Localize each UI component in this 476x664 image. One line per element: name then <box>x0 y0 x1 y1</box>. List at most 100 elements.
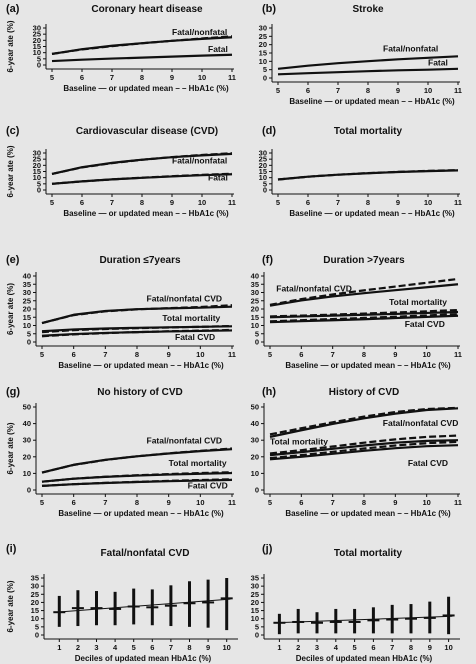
panel-a-xtick-label: 6 <box>80 73 84 82</box>
panel-f-ytick-label: 35 <box>251 280 259 289</box>
panel-a-xlabel: Baseline — or updated mean – – HbA1c (%) <box>63 84 229 93</box>
panel-h-ytick-label: 30 <box>251 436 259 445</box>
series-annotation: Fatal <box>208 44 228 54</box>
panel-i-xtick-label: 5 <box>132 643 136 652</box>
panel-e-ytick-label: 30 <box>23 288 31 297</box>
series-line <box>269 407 459 438</box>
panel-b-ytick-label: 5 <box>263 65 267 74</box>
panel-a-ytick-label: 20 <box>33 36 41 45</box>
panel-g-xtick-label: 8 <box>135 498 139 507</box>
panel-d-xtick-label: 5 <box>276 198 280 207</box>
panel-b-xtick-label: 5 <box>276 86 280 95</box>
panel-e-xtick-label: 9 <box>167 350 171 359</box>
panel-e-xlabel: Baseline — or updated mean – – HbA1c (%) <box>58 361 224 370</box>
panel-d-title: Total mortality <box>334 126 403 137</box>
panel-d-ytick-label: 25 <box>259 155 267 164</box>
panel-c-label: (c) <box>6 125 20 137</box>
panel-i-ytick-label: 5 <box>35 622 39 631</box>
panel-g-ytick-label: 20 <box>23 452 31 461</box>
panel-a-title: Coronary heart disease <box>91 4 203 15</box>
panel-j-ytick-label: 25 <box>251 590 259 599</box>
series-line-dashed <box>269 406 459 436</box>
panel-e-xtick-label: 10 <box>196 350 204 359</box>
panel-i-label: (i) <box>6 543 17 555</box>
panel-e-ylabel: 6-year ate (%) <box>6 283 15 335</box>
panel-i-xtick-label: 7 <box>169 643 173 652</box>
panel-j-ytick-label: 35 <box>251 574 259 583</box>
panel-d-ytick-label: 30 <box>259 149 267 158</box>
panel-j-xtick-label: 10 <box>444 643 452 652</box>
series-line-dashed <box>269 313 459 323</box>
panel-d-ytick-label: 20 <box>259 161 267 170</box>
panel-i-xtick-label: 8 <box>187 643 191 652</box>
panel-h-xtick-label: 6 <box>299 498 303 507</box>
panel-j-xlabel: Deciles of updated mean HbA1c (%) <box>296 654 433 663</box>
panel-j-title: Total mortality <box>334 548 403 559</box>
panel-a-xtick-label: 5 <box>50 73 54 82</box>
panel-d-xtick-label: 11 <box>454 198 462 207</box>
panel-c-ytick-label: 0 <box>37 186 41 195</box>
panel-h-ytick-label: 0 <box>255 486 259 495</box>
panel-d-label: (d) <box>262 125 276 137</box>
panel-g-ylabel: 6-year ate (%) <box>6 422 15 474</box>
panel-a-ytick-label: 10 <box>33 48 41 57</box>
series-annotation: Fatal <box>208 172 228 182</box>
panel-b-ytick-label: 15 <box>259 49 267 58</box>
panel-d-xtick-label: 6 <box>306 198 310 207</box>
panel-e-ytick-label: 15 <box>23 313 31 322</box>
series-line <box>269 283 459 307</box>
series-line-dashed <box>41 304 233 325</box>
panel-d-xlabel: Baseline — or updated mean – – HbA1c (%) <box>289 209 455 218</box>
panel-c-ytick-label: 15 <box>33 167 41 176</box>
series-annotation: Total mortality <box>270 436 328 446</box>
panel-a-ytick-label: 15 <box>33 42 41 51</box>
panel-j-ytick-label: 5 <box>255 622 259 631</box>
panel-i-ytick-label: 30 <box>31 582 39 591</box>
panel-g-ytick-label: 30 <box>23 436 31 445</box>
panel-c-xtick-label: 7 <box>110 198 114 207</box>
panel-g-label: (g) <box>6 386 20 398</box>
panel-j-ytick-label: 10 <box>251 614 259 623</box>
panel-i-xtick-label: 3 <box>94 643 98 652</box>
panel-h-ytick-label: 40 <box>251 419 259 428</box>
panel-g-xtick-label: 5 <box>40 498 44 507</box>
panel-i-ytick-label: 0 <box>35 631 39 640</box>
panel-e-ytick-label: 25 <box>23 296 31 305</box>
series-annotation: Fatal/nonfatal <box>383 44 438 54</box>
series-line <box>51 36 233 55</box>
panel-h-ytick-label: 50 <box>251 403 259 412</box>
panel-c-ytick-label: 25 <box>33 155 41 164</box>
panel-f-label: (f) <box>262 254 273 266</box>
series-line-dashed <box>51 172 233 185</box>
panel-i-ytick-label: 10 <box>31 614 39 623</box>
panel-f-xtick-label: 11 <box>454 350 462 359</box>
panel-b-title: Stroke <box>352 4 384 15</box>
series-line <box>51 53 233 63</box>
panel-g-xtick-label: 9 <box>167 498 171 507</box>
panel-c-xtick-label: 11 <box>228 198 236 207</box>
series-annotation: Fatal/nonfatal CVD <box>383 418 459 428</box>
trend-line <box>275 615 453 624</box>
trend-line <box>55 598 231 613</box>
series-line-dashed <box>269 434 459 455</box>
panel-a-xtick-label: 9 <box>170 73 174 82</box>
panel-f-xtick-label: 8 <box>362 350 366 359</box>
panel-j-xtick-label: 8 <box>409 643 413 652</box>
panel-c-title: Cardiovascular disease (CVD) <box>76 126 218 137</box>
panel-b-xlabel: Baseline — or updated mean – – HbA1c (%) <box>289 97 455 106</box>
panel-a-ylabel: 6-year ate (%) <box>6 20 15 72</box>
panel-b-xtick-label: 6 <box>306 86 310 95</box>
panel-c-ytick-label: 20 <box>33 161 41 170</box>
panel-f-ytick-label: 40 <box>251 272 259 281</box>
panel-j-xtick-label: 3 <box>315 643 319 652</box>
panel-j-xtick-label: 9 <box>428 643 432 652</box>
panel-j-xtick-label: 4 <box>334 643 339 652</box>
series-annotation: Fatal CVD <box>405 319 445 329</box>
panel-j-xtick-label: 5 <box>353 643 357 652</box>
panel-a-ytick-label: 30 <box>33 24 41 33</box>
panel-g-ytick-label: 40 <box>23 419 31 428</box>
panel-b-xtick-label: 8 <box>366 86 370 95</box>
panel-c-ytick-label: 30 <box>33 149 41 158</box>
series-annotation: Total mortality <box>169 458 227 468</box>
